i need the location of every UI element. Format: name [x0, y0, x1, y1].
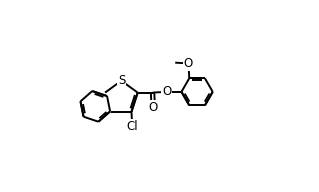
Text: O: O: [184, 57, 193, 70]
Text: O: O: [162, 85, 171, 98]
Text: Cl: Cl: [126, 120, 138, 133]
Text: S: S: [118, 74, 125, 87]
Text: O: O: [149, 101, 158, 114]
